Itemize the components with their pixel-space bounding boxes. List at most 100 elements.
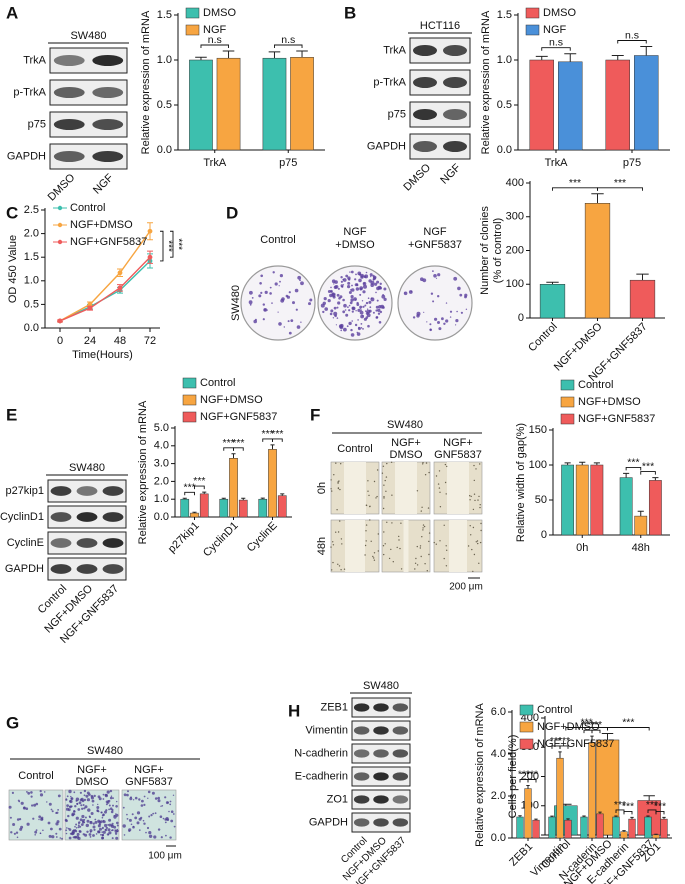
legend-swatch (519, 704, 534, 716)
cell-speck (439, 491, 441, 493)
bar (590, 464, 604, 536)
cell-speck (474, 499, 476, 502)
migrated-cell (33, 803, 37, 807)
colony (342, 278, 345, 281)
significance-label: *** (614, 177, 626, 189)
cell-speck (382, 507, 385, 510)
migrated-cell (43, 791, 46, 793)
colony (269, 286, 272, 289)
blot-band (53, 151, 85, 162)
image-column-label: GNF5837 (434, 449, 482, 461)
y-tick-label: 0.0 (157, 144, 172, 156)
colony (380, 304, 385, 309)
cell-speck (422, 529, 424, 531)
image-column-label: GNF5837 (125, 776, 173, 788)
blot-row-label: TrkA (23, 54, 46, 66)
migrated-cell (116, 800, 118, 803)
cell-speck (337, 531, 340, 533)
migrated-cell (84, 816, 87, 819)
colony (441, 317, 444, 321)
colony (455, 324, 457, 326)
cell-speck (478, 562, 480, 564)
colony (362, 290, 366, 294)
migrated-cell (104, 828, 107, 831)
cell-speck (470, 495, 472, 498)
cell-speck (385, 490, 387, 492)
colony (269, 292, 272, 295)
colony (323, 297, 327, 301)
blot-row-label: CyclinD1 (0, 511, 44, 523)
colony (460, 311, 463, 314)
legend-label: Control (200, 377, 235, 389)
migrated-cell (77, 808, 81, 811)
migrated-cell (57, 809, 59, 811)
colony (351, 284, 353, 287)
bar (516, 816, 524, 839)
x-tick-label: p75 (279, 157, 297, 169)
colony (351, 310, 354, 313)
significance-bracket (160, 230, 164, 262)
significance-label: *** (654, 800, 666, 812)
colony (457, 286, 461, 291)
cell-speck (382, 545, 385, 547)
bar (529, 59, 554, 151)
significance-bracket (194, 485, 205, 490)
legend-label: Control (70, 202, 105, 214)
blot-band (50, 538, 72, 548)
migrated-cell (82, 804, 85, 806)
cell-speck (383, 531, 385, 533)
colony (383, 287, 387, 291)
colony (443, 322, 446, 325)
y-tick-label: 2.0 (491, 790, 506, 802)
migrated-cell (98, 831, 101, 834)
migrated-cell (9, 816, 12, 819)
image-column-label: Control (337, 443, 372, 455)
y-tick-label: 400 (506, 177, 524, 189)
colony (294, 288, 299, 293)
cell-speck (480, 522, 482, 525)
migrated-cell (134, 816, 138, 820)
blot-cell-line: SW480 (69, 462, 105, 474)
data-point (147, 228, 153, 234)
migrated-cell (68, 836, 72, 840)
cell-speck (422, 462, 424, 464)
migrated-cell (51, 810, 54, 813)
colony (355, 310, 357, 312)
cell-speck (422, 527, 424, 529)
migrated-cell (148, 815, 151, 818)
blot-row-label: GAPDH (367, 140, 406, 152)
cell-speck (338, 480, 340, 482)
colony (339, 295, 343, 299)
y-axis-label: Relative expression of mRNA (480, 10, 492, 154)
migrated-cell (94, 818, 97, 821)
colony (372, 274, 375, 278)
y-tick-label: 100 (506, 278, 524, 290)
significance-bracket (170, 230, 174, 258)
blot-band (443, 109, 467, 120)
migrated-cell (141, 799, 144, 803)
migrated-cell (98, 820, 101, 824)
colony-plate (317, 265, 393, 341)
migrated-cell (39, 790, 42, 793)
cell-speck (471, 548, 473, 551)
migrated-cell (79, 818, 83, 822)
colony (359, 293, 362, 296)
migrated-cell (77, 836, 81, 841)
error-bar (662, 816, 666, 820)
migrated-cell (112, 797, 114, 799)
significance-label: *** (582, 719, 594, 731)
colony (379, 282, 382, 285)
cell-speck (369, 505, 371, 508)
colony (434, 317, 438, 321)
migrated-cell (115, 805, 118, 808)
migrated-cell (101, 816, 104, 819)
colony (351, 320, 354, 322)
migrated-cell (17, 799, 20, 802)
cell-speck (336, 509, 338, 511)
cell-speck (445, 493, 447, 495)
migrated-cell (34, 830, 38, 834)
colony (355, 287, 360, 291)
cell-speck (479, 463, 481, 465)
colony (341, 285, 344, 288)
